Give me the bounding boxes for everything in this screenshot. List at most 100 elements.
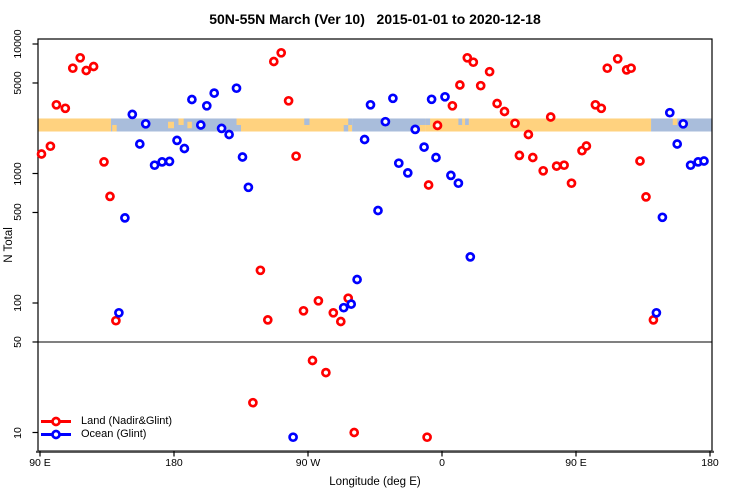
ocean-point: [359, 134, 370, 145]
ocean-point: [440, 91, 450, 102]
land-point: [291, 151, 301, 162]
band-speckle-ocean: [343, 124, 349, 132]
land-point: [276, 47, 287, 58]
legend-ocean-symbol-icon: [41, 429, 71, 440]
band-segment-land: [241, 118, 353, 132]
land-point: [321, 367, 331, 378]
band-speckle-ocean: [348, 118, 353, 125]
band-speckle-land: [419, 124, 426, 132]
ocean-point: [664, 107, 675, 118]
legend-land-label: Land (Nadir&Glint): [81, 415, 173, 427]
band-speckle-land: [178, 118, 184, 125]
land-point: [455, 80, 465, 90]
ocean-point: [237, 152, 248, 162]
chart-title: 50N-55N March (Ver 10) 2015-01-01 to 202…: [209, 11, 541, 27]
land-point: [527, 152, 538, 163]
ocean-point: [380, 116, 391, 127]
y-tick-label-text: 100: [12, 294, 24, 312]
legend-ocean-label: Ocean (Glint): [81, 428, 147, 440]
ocean-point: [114, 307, 124, 318]
ocean-point: [179, 143, 190, 154]
ocean-point: [365, 99, 376, 110]
land-point: [538, 165, 549, 176]
ocean-point: [187, 94, 197, 105]
ocean-point: [446, 170, 456, 181]
land-point: [559, 160, 569, 171]
ocean-point: [224, 129, 234, 140]
ocean-point: [195, 120, 206, 130]
ocean-point: [288, 432, 298, 443]
land-point: [581, 141, 592, 151]
ocean-point: [346, 299, 357, 309]
ocean-point: [209, 88, 220, 98]
land-point: [626, 63, 636, 74]
land-point: [36, 149, 47, 159]
land-point: [262, 315, 273, 325]
land-point: [88, 61, 99, 72]
y-tick-label-text: 1000: [12, 161, 24, 186]
land-point: [468, 57, 479, 68]
land-point: [612, 53, 623, 64]
ocean-point: [120, 213, 130, 223]
x-tick-label-0: 90 E: [29, 457, 51, 469]
band-speckle-land: [236, 118, 241, 125]
y-tick-label-text: 5000: [12, 71, 24, 95]
ocean-point: [431, 152, 441, 163]
land-point: [45, 141, 56, 152]
land-point: [462, 52, 473, 63]
ocean-point: [164, 156, 175, 167]
ocean-point: [172, 135, 182, 146]
band-segment-land: [38, 118, 112, 132]
ocean-point: [127, 109, 138, 120]
land-point: [422, 432, 432, 443]
land-point: [484, 66, 495, 77]
x-tick-label-5: 180: [701, 457, 719, 469]
land-point: [447, 100, 458, 111]
ocean-point: [699, 156, 709, 166]
land-point: [423, 180, 434, 190]
band-speckle-ocean: [458, 118, 463, 125]
land-point: [328, 307, 339, 318]
land-point: [475, 80, 486, 91]
land-point: [298, 305, 309, 316]
land-point: [81, 65, 92, 76]
land-point: [105, 191, 115, 202]
x-tick-label-1: 180: [165, 457, 183, 469]
legend-land-symbol-icon: [41, 416, 71, 427]
land-point: [551, 161, 562, 171]
land-point: [248, 397, 258, 408]
band-segment-land: [425, 118, 652, 132]
legend-item-ocean: Ocean (Glint): [40, 428, 172, 441]
land-point: [349, 427, 360, 438]
band-speckle-land: [672, 118, 678, 125]
band-speckle-land: [112, 124, 117, 132]
land-point: [499, 106, 510, 117]
land-point: [60, 103, 71, 114]
ocean-point: [402, 168, 413, 178]
legend-item-land: Land (Nadir&Glint): [40, 415, 172, 428]
ocean-point: [373, 205, 383, 216]
band-speckle-ocean: [465, 118, 469, 125]
ocean-point: [419, 142, 429, 152]
band-speckle-ocean: [425, 118, 431, 125]
ocean-point: [426, 94, 437, 105]
y-tick-label-text: 10: [12, 426, 24, 439]
ocean-point: [453, 178, 464, 189]
land-point: [268, 56, 279, 67]
x-tick-label-3: 0: [439, 457, 445, 469]
land-point: [492, 98, 502, 109]
land-point: [602, 63, 613, 74]
x-axis-title: Longitude (deg E): [329, 476, 421, 488]
land-point: [432, 120, 443, 131]
land-point: [514, 150, 525, 161]
ocean-point: [338, 302, 349, 313]
land-point: [99, 157, 109, 167]
ocean-point: [231, 83, 242, 94]
land-point: [596, 103, 607, 114]
ocean-point: [672, 139, 683, 149]
y-tick-label-text: 10000: [12, 29, 24, 59]
ocean-point: [243, 182, 254, 193]
land-point: [566, 178, 577, 189]
